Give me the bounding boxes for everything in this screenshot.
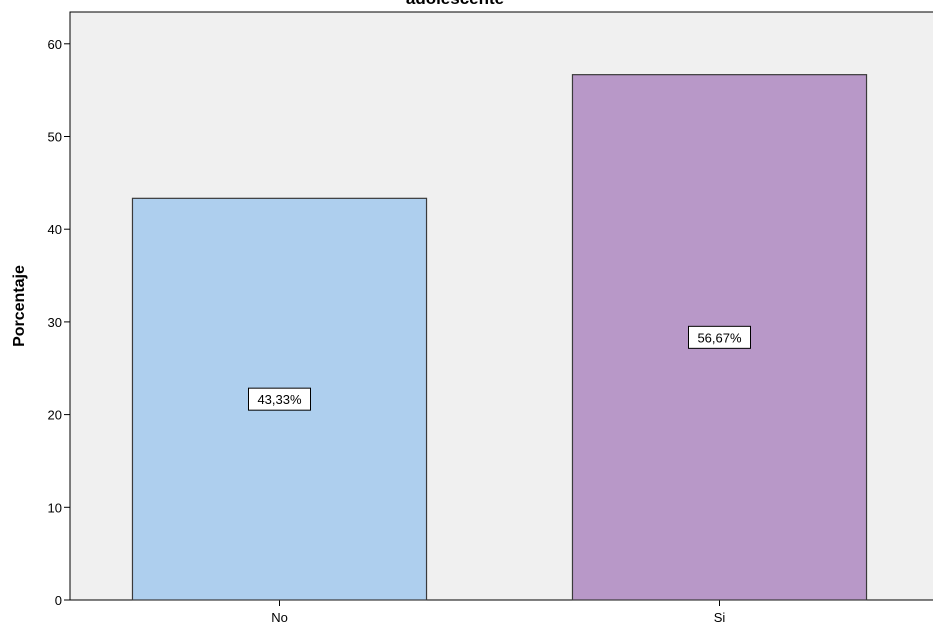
y-tick-label: 10 [48, 500, 62, 515]
y-tick-label: 40 [48, 222, 62, 237]
x-axis: No Si [70, 599, 933, 625]
y-tick-label: 30 [48, 315, 62, 330]
y-tick-label: 60 [48, 37, 62, 52]
y-tick-label: 20 [48, 408, 62, 423]
data-label-no: 43,33% [257, 392, 302, 407]
chart-title: adolescente [406, 0, 504, 8]
y-tick-label: 0 [55, 593, 62, 608]
x-tick-label-no: No [271, 610, 288, 625]
data-label-box-no [248, 387, 311, 411]
bars: 43,33% 56,67% [131, 74, 868, 601]
x-tick-label-si: Si [714, 610, 726, 625]
data-label-box-si [688, 325, 751, 349]
y-tick-label: 50 [48, 130, 62, 145]
y-axis: 0 10 20 30 40 50 60 [48, 15, 71, 608]
y-axis-title: Porcentaje [11, 265, 28, 347]
data-label-si: 56,67% [697, 330, 742, 345]
